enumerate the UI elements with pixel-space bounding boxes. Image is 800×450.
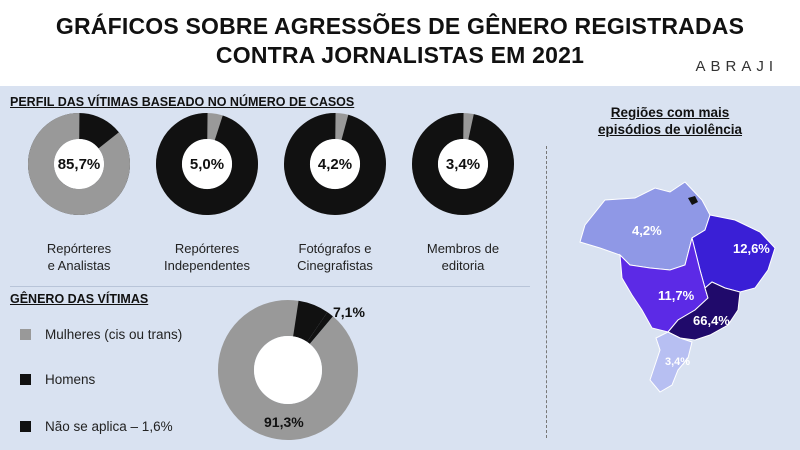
- donut-category-label-line-2: Independentes: [163, 258, 251, 273]
- page-title: GRÁFICOS SOBRE AGRESSÕES DE GÊNERO REGIS…: [0, 12, 800, 70]
- gender-value-women: 91,3%: [264, 414, 304, 430]
- donut-category-label-line-2: Cinegrafistas: [297, 258, 373, 273]
- donut-slice-main: [156, 113, 258, 215]
- profile-donut-svg: [156, 113, 258, 215]
- legend-swatch-men: [20, 374, 31, 385]
- page-title-line-1: GRÁFICOS SOBRE AGRESSÕES DE GÊNERO REGIS…: [55, 13, 745, 39]
- gender-donut-hole: [254, 336, 322, 404]
- donut-slice-main: [412, 113, 514, 215]
- donut-category-label: Membros de editoria: [398, 240, 528, 274]
- legend-label-women: Mulheres (cis ou trans): [45, 327, 183, 342]
- donut-category-label-line-1: Membros de: [426, 241, 500, 256]
- region-value-north: 4,2%: [632, 223, 662, 238]
- region-value-southeast: 66,4%: [693, 313, 730, 328]
- region-value-south: 3,4%: [665, 356, 691, 368]
- profile-donut-svg: [412, 113, 514, 215]
- donut-hole: [310, 139, 360, 189]
- legend-label-na: Não se aplica – 1,6%: [45, 419, 173, 434]
- legend-women: Mulheres (cis ou trans): [20, 327, 182, 342]
- regions-title-line-2: episódios de violência: [597, 122, 743, 137]
- legend-swatch-na: [20, 421, 31, 432]
- donut-hole: [438, 139, 488, 189]
- header: GRÁFICOS SOBRE AGRESSÕES DE GÊNERO REGIS…: [0, 0, 800, 86]
- legend-men: Homens: [20, 372, 95, 387]
- region-southeast: [667, 281, 741, 341]
- donut-hole: [54, 139, 104, 189]
- brazil-regions-map: [579, 181, 776, 393]
- donut-value-label: 3,4%: [445, 155, 481, 173]
- profile-donut-1: 85,7%: [24, 109, 134, 219]
- donut-hole: [182, 139, 232, 189]
- region-value-centerwest: 11,7%: [658, 288, 695, 303]
- gender-donut-slice-3: [218, 299, 358, 440]
- gender-donut-slice-2: [218, 300, 358, 440]
- donut-category-label: Fotógrafos e Cinegrafistas: [270, 240, 400, 274]
- gender-value-men: 7,1%: [333, 304, 365, 320]
- donut-category-label-line-2: e Analistas: [47, 258, 111, 273]
- profile-section-title: PERFIL DAS VÍTIMAS BASEADO NO NÚMERO DE …: [10, 95, 355, 109]
- donut-category-label-line-1: Fotógrafos e: [298, 241, 372, 256]
- donut-value-label: 85,7%: [57, 155, 101, 173]
- profile-donut-svg: [284, 113, 386, 215]
- profile-donut-3: 4,2%: [280, 109, 390, 219]
- gender-donut-chart: [218, 299, 358, 440]
- profile-donut-4: 3,4%: [408, 109, 518, 219]
- donut-slice-main: [284, 113, 386, 215]
- region-north-island: [688, 196, 698, 205]
- page-title-line-2: CONTRA JORNALISTAS EM 2021: [215, 42, 585, 68]
- regions-title-line-1: Regiões com mais: [610, 105, 730, 120]
- profile-donut-svg: [28, 113, 130, 215]
- legend-na: Não se aplica – 1,6%: [20, 419, 173, 434]
- gender-section-title: GÊNERO DAS VÍTIMAS: [10, 292, 149, 306]
- donut-value-label: 5,0%: [189, 155, 225, 173]
- donut-category-label: Repórteres e Analistas: [14, 240, 144, 274]
- donut-category-label-line-1: Repórteres: [46, 241, 112, 256]
- section-divider: [10, 286, 530, 287]
- donut-value-label: 4,2%: [317, 155, 353, 173]
- legend-label-men: Homens: [45, 372, 96, 387]
- donut-category-label-line-1: Repórteres: [174, 241, 240, 256]
- donut-category-label: Repórteres Independentes: [142, 240, 272, 274]
- profile-donut-2: 5,0%: [152, 109, 262, 219]
- regions-title: Regiões com mais episódios de violência: [570, 104, 770, 138]
- region-value-northeast: 12,6%: [733, 241, 770, 256]
- legend-swatch-women: [20, 329, 31, 340]
- vertical-divider: [546, 146, 547, 438]
- abraji-logo: ABRAJI: [695, 58, 778, 75]
- region-south: [649, 331, 693, 393]
- donut-category-label-line-2: editoria: [441, 258, 485, 273]
